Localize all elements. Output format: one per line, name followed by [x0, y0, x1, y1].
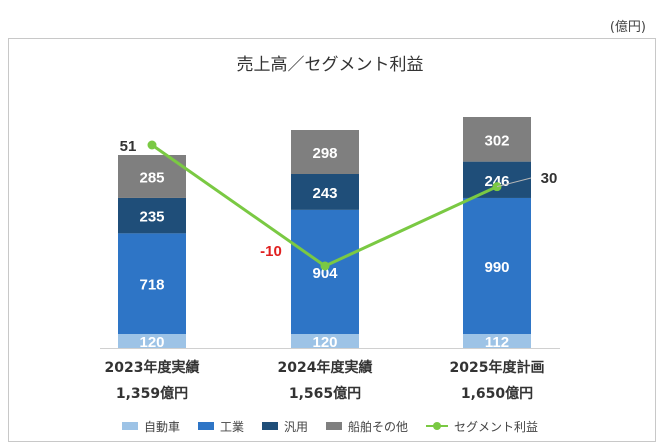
legend-swatch-自動車 [121, 422, 138, 430]
bar-segment-船舶その他-2024年度実績 [291, 130, 359, 174]
profit-point-2024年度実績 [320, 261, 330, 271]
legend-swatch-工業 [197, 422, 214, 430]
bar-label-工業-2025年度計画: 990 [484, 259, 509, 276]
total-label-2024年度実績: 1,565億円 [289, 385, 361, 402]
legend-line-marker [426, 421, 449, 431]
bar-label-自動車-2023年度実績: 120 [139, 334, 164, 351]
bar-segment-工業-2023年度実績 [118, 233, 186, 334]
legend-label-汎用: 汎用 [283, 419, 308, 434]
bar-label-工業-2023年度実績: 718 [139, 277, 164, 294]
bar-segment-汎用-2024年度実績 [291, 173, 359, 210]
bar-label-自動車-2024年度実績: 120 [312, 334, 337, 351]
category-label-2024年度実績: 2024年度実績 [278, 359, 373, 376]
category-label-2025年度計画: 2025年度計画 [450, 359, 545, 376]
bar-segment-自動車-2025年度計画 [463, 334, 531, 348]
unit-label: (億円) [609, 20, 646, 35]
bar-segment-船舶その他-2025年度計画 [463, 117, 531, 162]
legend-swatch-汎用 [261, 422, 278, 430]
bar-label-船舶その他-2024年度実績: 298 [312, 145, 337, 162]
legend-label-工業: 工業 [219, 419, 244, 434]
bar-label-船舶その他-2023年度実績: 285 [139, 169, 164, 186]
bar-label-自動車-2025年度計画: 112 [485, 334, 509, 351]
legend-item-セグメント利益: セグメント利益 [426, 418, 538, 435]
legend: 自動車 工業 汎用 船舶その他 セグメント利益 [0, 416, 660, 436]
legend-label-自動車: 自動車 [143, 419, 180, 434]
bar-segment-自動車-2023年度実績 [118, 334, 186, 348]
bar-segment-汎用-2023年度実績 [118, 197, 186, 234]
bar-segment-工業-2024年度実績 [291, 209, 359, 334]
profit-label-leader [496, 177, 532, 188]
chart-panel [8, 38, 656, 442]
total-label-2023年度実績: 1,359億円 [116, 385, 188, 402]
bar-segment-自動車-2024年度実績 [291, 334, 359, 348]
bar-segment-工業-2025年度計画 [463, 197, 531, 334]
bar-label-汎用-2023年度実績: 235 [139, 209, 164, 226]
category-label-2023年度実績: 2023年度実績 [105, 359, 200, 376]
chart-title: 売上高／セグメント利益 [236, 55, 424, 75]
bar-label-船舶その他-2025年度計画: 302 [484, 132, 509, 149]
profit-label-2025年度計画: 30 [541, 170, 558, 187]
legend-item-自動車: 自動車 [121, 418, 180, 435]
profit-label-2024年度実績: -10 [260, 243, 282, 260]
profit-point-2023年度実績 [147, 140, 157, 150]
legend-item-船舶その他: 船舶その他 [326, 418, 408, 435]
bar-label-汎用-2024年度実績: 243 [312, 185, 337, 202]
legend-label-船舶その他: 船舶その他 [348, 419, 409, 434]
legend-label-セグメント利益: セグメント利益 [454, 419, 539, 434]
legend-item-工業: 工業 [197, 418, 244, 435]
bar-segment-汎用-2025年度計画 [463, 161, 531, 198]
legend-swatch-船舶その他 [326, 422, 342, 430]
total-label-2025年度計画: 1,650億円 [461, 385, 533, 402]
profit-label-2023年度実績: 51 [120, 138, 137, 155]
legend-item-汎用: 汎用 [261, 418, 308, 435]
bar-label-工業-2024年度実績: 904 [312, 265, 338, 282]
